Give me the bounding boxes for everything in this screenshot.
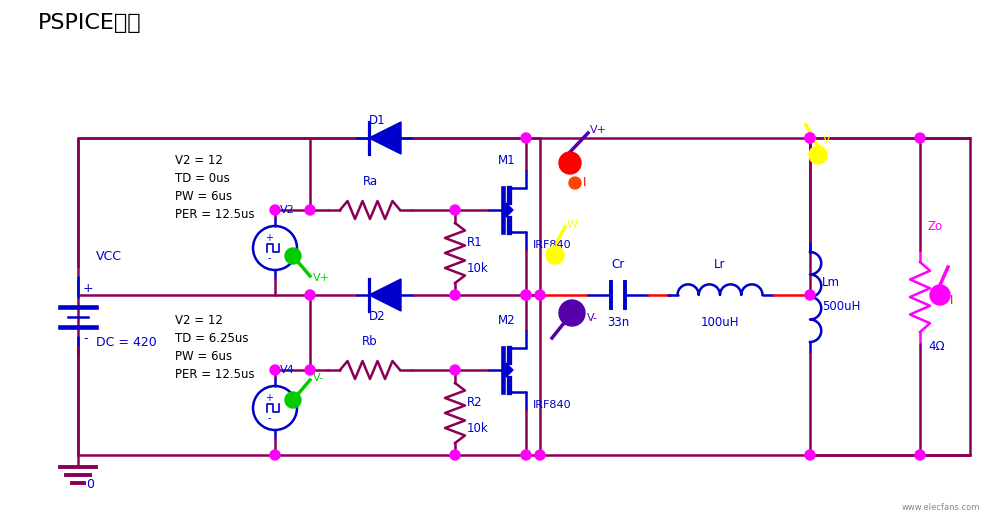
Text: 33n: 33n: [607, 316, 629, 329]
Polygon shape: [506, 363, 513, 377]
Circle shape: [535, 290, 545, 300]
Text: I: I: [950, 293, 954, 306]
Circle shape: [450, 365, 460, 375]
Text: V: V: [823, 135, 831, 145]
Text: www.elecfans.com: www.elecfans.com: [901, 504, 980, 513]
Text: PER = 12.5us: PER = 12.5us: [175, 368, 255, 381]
Text: M1: M1: [498, 153, 516, 166]
Circle shape: [450, 450, 460, 460]
Circle shape: [285, 248, 301, 264]
Circle shape: [930, 285, 950, 305]
Text: -: -: [267, 413, 271, 423]
Circle shape: [450, 290, 460, 300]
Circle shape: [805, 133, 815, 143]
Text: D1: D1: [369, 113, 385, 127]
Text: D2: D2: [369, 311, 385, 324]
Text: TD = 6.25us: TD = 6.25us: [175, 332, 249, 345]
Text: V+: V+: [590, 125, 607, 135]
Text: PER = 12.5us: PER = 12.5us: [175, 208, 255, 221]
Text: 500uH: 500uH: [822, 301, 861, 313]
Circle shape: [521, 133, 531, 143]
Text: IRF840: IRF840: [533, 240, 572, 250]
Text: M2: M2: [498, 313, 516, 326]
Circle shape: [305, 365, 314, 375]
Text: +: +: [265, 233, 273, 243]
Text: -: -: [83, 333, 88, 346]
Circle shape: [559, 152, 581, 174]
Polygon shape: [369, 122, 401, 154]
Circle shape: [270, 450, 280, 460]
Polygon shape: [506, 203, 513, 217]
Circle shape: [805, 450, 815, 460]
Text: VCC: VCC: [96, 251, 122, 264]
Text: W: W: [566, 220, 578, 230]
Circle shape: [569, 177, 581, 189]
Circle shape: [809, 146, 827, 164]
Text: V+: V+: [313, 273, 330, 283]
Text: Zo: Zo: [928, 221, 943, 233]
Text: -: -: [267, 253, 271, 263]
Circle shape: [270, 205, 280, 215]
Circle shape: [546, 246, 564, 264]
Text: PW = 6us: PW = 6us: [175, 189, 232, 202]
Circle shape: [521, 450, 531, 460]
Text: Rb: Rb: [362, 335, 378, 348]
Circle shape: [559, 300, 585, 326]
Text: DC = 420: DC = 420: [96, 335, 157, 348]
Circle shape: [305, 290, 314, 300]
Text: 0: 0: [86, 479, 94, 492]
Text: +: +: [265, 393, 273, 403]
Circle shape: [305, 205, 314, 215]
Circle shape: [535, 450, 545, 460]
Text: Cr: Cr: [612, 258, 625, 271]
Text: V-: V-: [587, 313, 598, 323]
Text: IRF840: IRF840: [533, 400, 572, 410]
Text: PSPICE仿真: PSPICE仿真: [38, 13, 142, 33]
Circle shape: [915, 450, 925, 460]
Text: 10k: 10k: [467, 422, 489, 435]
Text: PW = 6us: PW = 6us: [175, 349, 232, 362]
Text: Lr: Lr: [715, 258, 726, 271]
Circle shape: [915, 133, 925, 143]
Circle shape: [270, 365, 280, 375]
Circle shape: [805, 290, 815, 300]
Text: TD = 0us: TD = 0us: [175, 172, 230, 185]
Text: V2: V2: [280, 205, 294, 215]
Text: R2: R2: [467, 396, 483, 410]
Polygon shape: [369, 279, 401, 311]
Circle shape: [285, 392, 301, 408]
Text: V4: V4: [280, 365, 294, 375]
Circle shape: [521, 290, 531, 300]
Text: V2 = 12: V2 = 12: [175, 153, 223, 166]
Circle shape: [521, 290, 531, 300]
Text: 10k: 10k: [467, 262, 489, 275]
Circle shape: [450, 205, 460, 215]
Text: R1: R1: [467, 236, 483, 249]
Circle shape: [805, 133, 815, 143]
Text: V2 = 12: V2 = 12: [175, 313, 223, 326]
Text: 4Ω: 4Ω: [928, 340, 944, 354]
Text: Lm: Lm: [822, 276, 840, 289]
Text: Ra: Ra: [363, 175, 378, 188]
Text: V-: V-: [313, 373, 324, 383]
Text: +: +: [83, 282, 94, 295]
Text: I: I: [583, 176, 587, 189]
Text: 100uH: 100uH: [701, 316, 739, 329]
